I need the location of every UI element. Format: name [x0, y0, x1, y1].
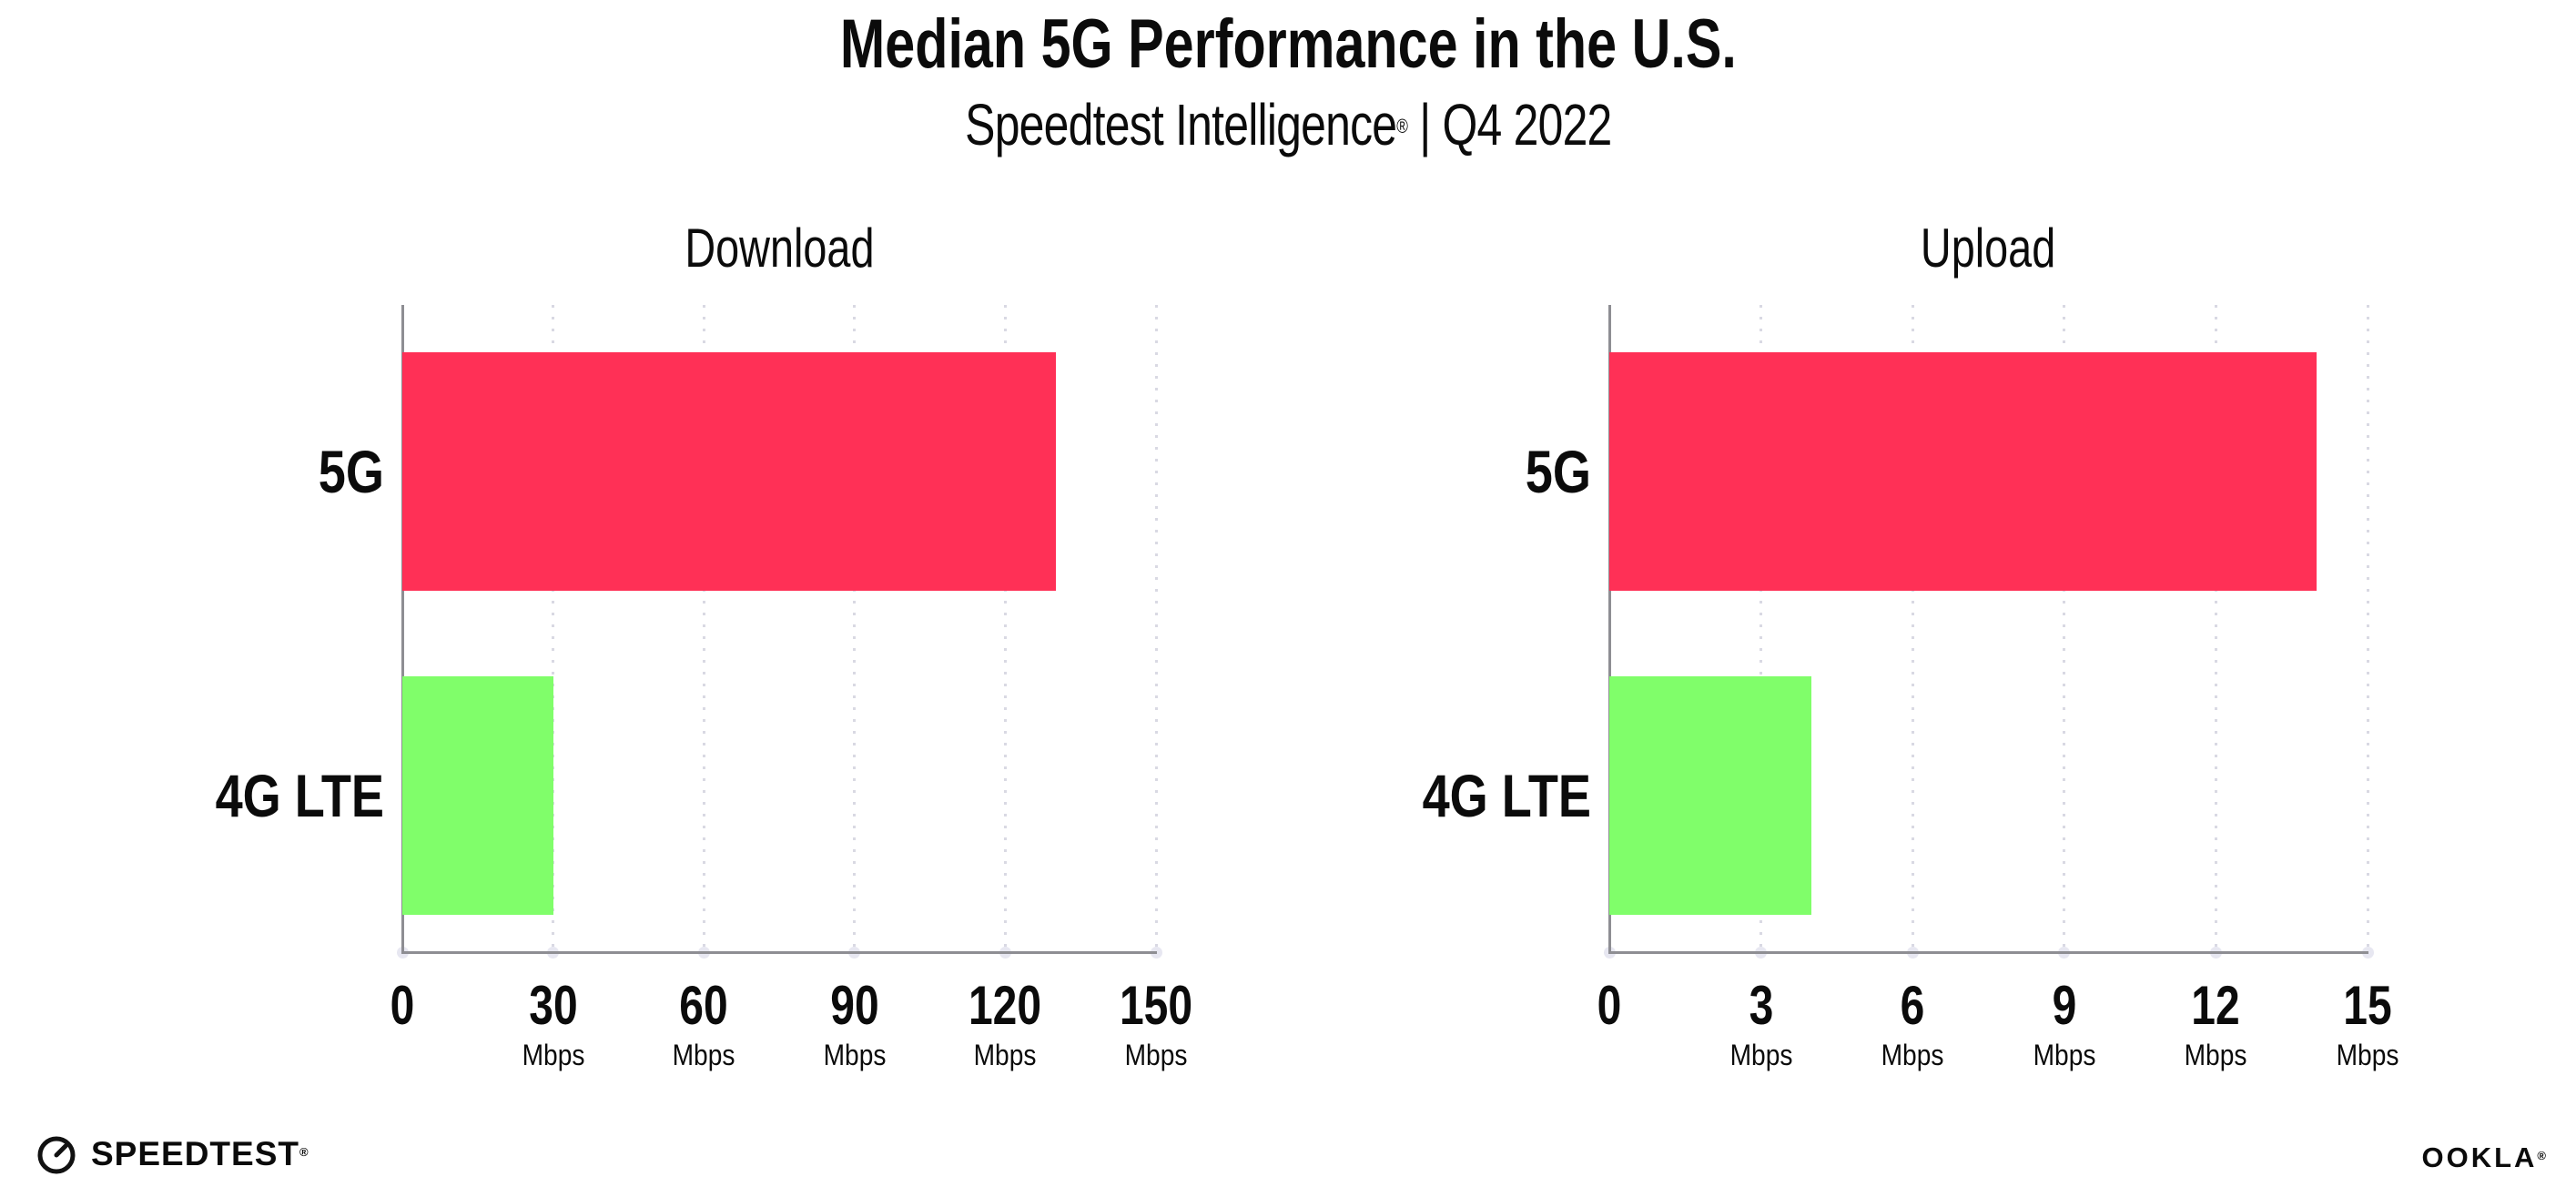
x-tick-value: 12: [2191, 975, 2241, 1036]
x-gridline-90: [853, 305, 857, 952]
upload-category-label-4g-lte: 4G LTE: [1422, 762, 1591, 829]
speedtest-registered-icon: ®: [299, 1145, 309, 1159]
ookla-registered-icon: ®: [2537, 1149, 2549, 1162]
x-tick-value: 15: [2343, 975, 2392, 1036]
x-gridline-12: [2214, 305, 2217, 952]
bar-4g-lte-download: [402, 676, 553, 915]
x-tick-unit: Mbps: [1881, 1039, 1944, 1071]
subtitle-period: | Q4 2022: [1406, 92, 1612, 157]
registered-trademark-icon: ®: [1395, 115, 1408, 137]
x-tick-label-150: 150 Mbps: [1047, 976, 1265, 1072]
x-tick-unit: Mbps: [2336, 1039, 2399, 1071]
x-tick-unit: Mbps: [1729, 1039, 1793, 1071]
speedtest-logo: SPEEDTEST®: [35, 1132, 309, 1176]
x-gridline-30: [552, 305, 555, 952]
x-tick-unit: Mbps: [672, 1039, 735, 1071]
x-tick-label-15: 15 Mbps: [2258, 976, 2477, 1072]
x-gridline-6: [1911, 305, 1914, 952]
x-tick-unit: Mbps: [973, 1039, 1037, 1071]
bar-5g-download: [402, 352, 1056, 591]
x-tick-label-6: 6 Mbps: [1803, 976, 2022, 1072]
download-category-label-4g-lte: 4G LTE: [215, 762, 384, 829]
bar-4g-lte-upload: [1609, 676, 1812, 915]
x-tick-unit: Mbps: [823, 1039, 887, 1071]
x-tick-value: 90: [830, 975, 879, 1036]
x-tick-unit: Mbps: [522, 1039, 585, 1071]
page-title: Median 5G Performance in the U.S.: [0, 5, 2576, 84]
x-tick-value: 150: [1119, 975, 1193, 1036]
x-tick-value: 0: [1597, 975, 1622, 1036]
page-subtitle: Speedtest Intelligence® | Q4 2022: [0, 89, 2576, 160]
y-axis: [1608, 305, 1611, 954]
x-axis: [401, 951, 1157, 954]
x-gridline-120: [1003, 305, 1007, 952]
speedtest-wordmark: SPEEDTEST®: [91, 1135, 309, 1172]
x-tick-label-60: 60 Mbps: [594, 976, 813, 1072]
upload-category-label-5g: 5G: [1525, 438, 1591, 505]
x-tick-value: 0: [390, 975, 415, 1036]
x-tick-unit: Mbps: [2184, 1039, 2247, 1071]
ookla-logo: OOKLA®: [2421, 1140, 2549, 1176]
subtitle-brand: Speedtest Intelligence: [964, 92, 1397, 157]
x-tick-label-0: 0: [1500, 976, 1719, 1036]
x-gridline-9: [2063, 305, 2066, 952]
upload-chart-title: Upload: [1921, 218, 2056, 279]
x-tick-unit: Mbps: [2033, 1039, 2096, 1071]
x-gridline-60: [702, 305, 705, 952]
x-tick-value: 9: [2052, 975, 2077, 1036]
x-axis: [1608, 951, 2368, 954]
x-tick-value: 120: [969, 975, 1042, 1036]
x-tick-label-0: 0: [293, 976, 512, 1036]
x-tick-label-30: 30 Mbps: [444, 976, 663, 1072]
download-chart-title: Download: [684, 218, 875, 279]
ookla-wordmark: OOKLA: [2421, 1141, 2538, 1173]
page-subtitle-text: Speedtest Intelligence® | Q4 2022: [964, 89, 1612, 160]
x-tick-label-90: 90 Mbps: [745, 976, 964, 1072]
bar-5g-upload: [1609, 352, 2317, 591]
x-tick-value: 60: [679, 975, 728, 1036]
x-tick-value: 3: [1749, 975, 1773, 1036]
x-gridline-3: [1760, 305, 1763, 952]
y-axis: [401, 305, 404, 954]
x-tick-label-9: 9 Mbps: [1955, 976, 2174, 1072]
speedtest-gauge-icon: [37, 1136, 76, 1174]
page-title-text: Median 5G Performance in the U.S.: [839, 5, 1737, 83]
x-gridline-15: [2366, 305, 2369, 952]
download-category-label-5g: 5G: [318, 438, 384, 505]
x-tick-value: 30: [528, 975, 578, 1036]
download-plot-area: 0 30 Mbps 60 Mbps 90 Mbps 120 Mbps 150 Mbps: [390, 305, 1192, 1071]
x-tick-label-120: 120 Mbps: [896, 976, 1114, 1072]
x-tick-unit: Mbps: [1124, 1039, 1188, 1071]
x-tick-label-12: 12 Mbps: [2106, 976, 2325, 1072]
x-tick-value: 6: [1900, 975, 1925, 1036]
x-gridline-150: [1154, 305, 1158, 952]
x-tick-label-3: 3 Mbps: [1652, 976, 1871, 1072]
upload-plot-area: 0 3 Mbps 6 Mbps 9 Mbps 12 Mbps 15 Mbps: [1597, 305, 2399, 1071]
